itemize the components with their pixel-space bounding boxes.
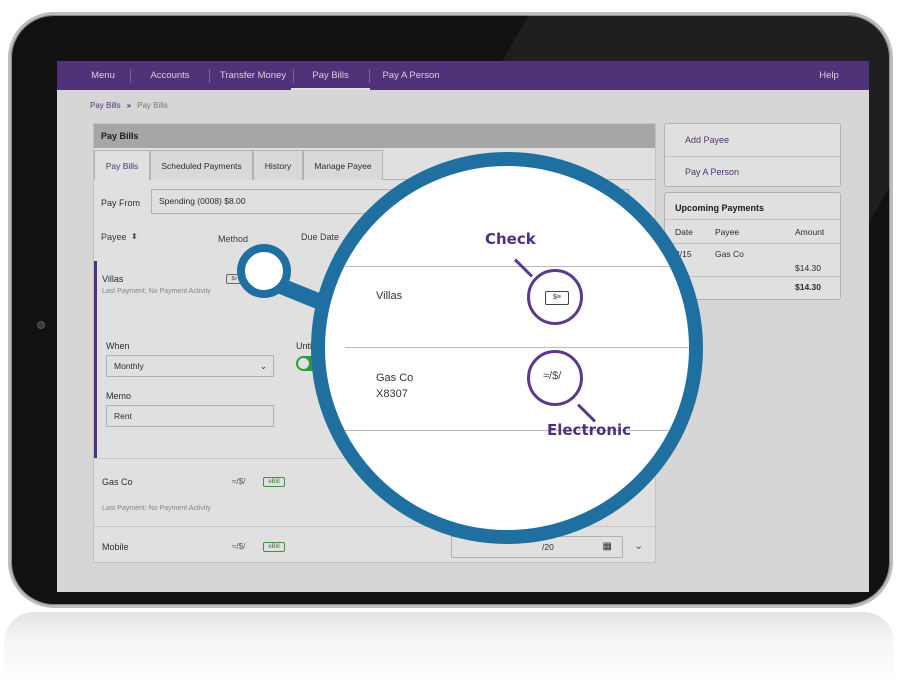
- nav-divider: [369, 69, 370, 83]
- nav-divider: [293, 69, 294, 83]
- when-label: When: [106, 341, 130, 351]
- upcoming-payments-title: Upcoming Payments: [675, 203, 765, 213]
- callout-pointer: [576, 403, 597, 423]
- magnifier-lens: Villas Gas Co X8307 Check $≡ ≈/$/ Electr…: [311, 152, 703, 544]
- nav-transfer-money[interactable]: Transfer Money: [219, 70, 287, 81]
- upcoming-col-date: Date: [675, 227, 693, 237]
- upcoming-payee[interactable]: Gas Co: [715, 249, 744, 259]
- payee-actions-box: Add Payee Pay A Person: [664, 123, 841, 187]
- chevron-down-icon: ⌄: [259, 361, 267, 371]
- divider: [665, 276, 840, 277]
- electronic-payment-icon: ≈/$/: [232, 477, 246, 486]
- upcoming-payments-box: Upcoming Payments Date Payee Amount 2/15…: [664, 192, 841, 300]
- row-divider: [345, 347, 689, 348]
- breadcrumb-root[interactable]: Pay Bills: [90, 101, 121, 110]
- column-header-due-date[interactable]: Due Date: [301, 232, 340, 242]
- top-navbar: Menu Accounts Transfer Money Pay Bills P…: [57, 61, 869, 90]
- pay-a-person-link[interactable]: Pay A Person: [685, 167, 740, 177]
- tab-manage-payee[interactable]: Manage Payee: [303, 150, 383, 180]
- tablet-reflection: [4, 612, 894, 685]
- upcoming-total: $14.30: [795, 282, 821, 292]
- breadcrumb-chevron-icon: »: [126, 101, 132, 110]
- row-divider: [94, 526, 655, 527]
- electronic-callout-label: Electronic: [547, 421, 632, 439]
- check-callout-circle: $≡: [527, 269, 583, 325]
- divider: [665, 243, 840, 244]
- electronic-payment-icon: ≈/$/: [543, 370, 562, 382]
- memo-label: Memo: [106, 391, 132, 401]
- add-payee-link[interactable]: Add Payee: [685, 135, 730, 145]
- magnified-payee-gas-co: Gas Co: [376, 372, 414, 384]
- upcoming-col-amount: Amount: [795, 227, 825, 237]
- row-divider: [345, 266, 689, 267]
- payee-name-mobile[interactable]: Mobile: [102, 542, 129, 552]
- upcoming-col-payee: Payee: [715, 227, 740, 237]
- payee-name-villas[interactable]: Villas: [102, 274, 124, 284]
- check-icon: $≡: [545, 291, 569, 305]
- divider: [665, 156, 840, 157]
- chevron-down-icon[interactable]: ⌄: [634, 540, 644, 552]
- ebill-badge: eBill: [263, 542, 285, 552]
- nav-accounts[interactable]: Accounts: [150, 70, 190, 81]
- mobile-date-value: /20: [542, 542, 554, 552]
- divider: [665, 219, 840, 220]
- frequency-select[interactable]: Monthly ⌄: [106, 355, 274, 377]
- frequency-value: Monthly: [114, 361, 144, 371]
- column-header-payee[interactable]: Payee: [101, 232, 127, 242]
- last-payment-gas-co: Last Payment: No Payment Activity: [102, 505, 211, 512]
- upcoming-date: 2/15: [675, 249, 692, 259]
- nav-divider: [209, 69, 210, 83]
- tab-scheduled-payments[interactable]: Scheduled Payments: [150, 150, 253, 180]
- breadcrumb-current: Pay Bills: [137, 101, 168, 110]
- upcoming-amount: $14.30: [795, 263, 821, 273]
- last-payment-villas: Last Payment: No Payment Activity: [102, 288, 211, 295]
- toggle-knob: [298, 358, 309, 369]
- tab-bar: Pay Bills Scheduled Payments History Man…: [94, 150, 655, 180]
- until-label: Until C: [296, 341, 324, 351]
- payee-name-gas-co[interactable]: Gas Co: [102, 477, 133, 487]
- magnified-payee-villas: Villas: [376, 290, 403, 302]
- row-selected-indicator: [94, 261, 97, 458]
- callout-pointer: [513, 258, 534, 278]
- nav-divider: [130, 69, 131, 83]
- tab-history[interactable]: History: [253, 150, 303, 180]
- magnifier-source-ring: [237, 244, 291, 298]
- nav-menu[interactable]: Menu: [91, 70, 115, 81]
- electronic-callout-circle: ≈/$/: [527, 350, 583, 406]
- sort-icon[interactable]: ⬍: [131, 232, 138, 241]
- breadcrumb: Pay Bills » Pay Bills: [90, 101, 168, 110]
- column-header-method: Method: [218, 234, 249, 244]
- nav-pay-bills[interactable]: Pay Bills: [291, 61, 370, 90]
- camera-icon: [37, 321, 45, 329]
- nav-help[interactable]: Help: [819, 70, 839, 81]
- memo-input[interactable]: Rent: [106, 405, 274, 427]
- electronic-payment-icon: ≈/$/: [232, 542, 246, 551]
- row-divider: [345, 430, 689, 431]
- panel-title: Pay Bills: [94, 124, 655, 148]
- ebill-badge: eBill: [263, 477, 285, 487]
- tab-pay-bills[interactable]: Pay Bills: [94, 150, 150, 180]
- nav-pay-a-person[interactable]: Pay A Person: [382, 70, 440, 81]
- magnified-account-number: X8307: [376, 388, 408, 400]
- calendar-icon[interactable]: ▦: [602, 541, 612, 552]
- pay-from-label: Pay From: [101, 198, 141, 208]
- check-callout-label: Check: [485, 230, 536, 248]
